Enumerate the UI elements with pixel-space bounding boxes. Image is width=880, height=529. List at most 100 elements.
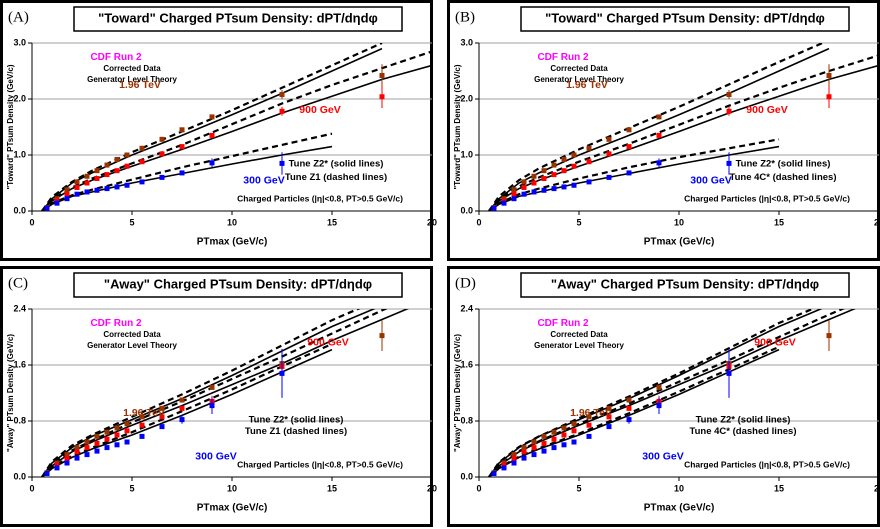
annotation: Generator Level Theory (87, 341, 177, 350)
data-point (561, 184, 567, 190)
data-point (606, 174, 612, 180)
data-point (159, 174, 165, 180)
annotation: Charged Particles (|η|<0.8, PT>0.5 GeV/c… (684, 193, 850, 203)
data-point (139, 179, 145, 185)
data-point (626, 170, 632, 176)
theory-curve (488, 348, 780, 477)
data-point (114, 432, 120, 438)
data-point (626, 397, 632, 403)
data-point (124, 421, 130, 427)
y-tick-label: 0.0 (460, 205, 473, 215)
data-point (94, 440, 100, 446)
data-point (179, 144, 185, 150)
data-point (114, 156, 120, 162)
panel-label: (C) (8, 275, 28, 291)
data-point (571, 428, 577, 434)
theory-curve (41, 64, 432, 211)
annotation: Tune 4C* (dashed lines) (730, 172, 837, 183)
title-box (73, 6, 403, 32)
y-tick-label: 2.4 (13, 303, 26, 313)
y-tick-label: 2.0 (460, 93, 473, 103)
theory-curve (488, 64, 879, 211)
series-label: 900 GeV (307, 336, 348, 348)
data-point (501, 462, 507, 468)
data-point (511, 191, 517, 197)
title-box (520, 272, 850, 298)
chart-title: "Away" Charged PTsum Density: dPT/dηdφ (551, 276, 819, 291)
data-point (179, 397, 185, 403)
annotation: Generator Level Theory (87, 75, 177, 84)
data-point (606, 136, 612, 142)
data-point (159, 405, 165, 411)
data-point (139, 159, 145, 165)
data-point (561, 442, 567, 448)
theory-curve (488, 345, 780, 477)
data-point (84, 189, 90, 195)
data-point (626, 127, 632, 133)
data-point (656, 384, 662, 390)
data-point (606, 424, 612, 430)
x-tick-label: 10 (674, 217, 684, 227)
y-tick-label: 0.8 (13, 415, 26, 425)
series-label: 900 GeV (299, 104, 340, 116)
y-tick-label: 0.0 (460, 471, 473, 481)
data-point (104, 162, 110, 168)
data-point (114, 425, 120, 431)
data-point (551, 186, 557, 192)
x-tick-label: 10 (674, 483, 684, 493)
x-axis-label: PTmax (GeV/c) (197, 237, 268, 248)
data-point (104, 445, 110, 451)
data-point (124, 439, 130, 445)
series-label: 1.96 TeV (570, 407, 612, 419)
data-point (64, 455, 70, 461)
data-point (139, 422, 145, 428)
data-point (571, 439, 577, 445)
series-label: 900 GeV (754, 336, 795, 348)
panel-border (0, 0, 433, 261)
data-point (521, 191, 527, 197)
data-point (501, 200, 507, 206)
data-point (511, 460, 517, 466)
x-tick-label: 20 (427, 217, 437, 227)
data-point (586, 145, 592, 151)
chart-title: "Toward" Charged PTsum Density: dPT/dηdφ (545, 10, 825, 25)
y-tick-label: 1.6 (13, 359, 26, 369)
data-point (541, 440, 547, 446)
data-point (551, 429, 557, 435)
data-point (74, 449, 80, 455)
theory-curve (488, 43, 826, 211)
data-point (531, 452, 537, 458)
data-point (501, 465, 507, 471)
data-point (586, 422, 592, 428)
x-tick-label: 0 (29, 483, 34, 493)
theory-curve (41, 47, 383, 211)
chart-title: "Away" Charged PTsum Density: dPT/dηdφ (104, 276, 372, 291)
y-tick-label: 1.6 (460, 359, 473, 369)
y-axis-label: "Away" PTsum Density (GeV/c) (6, 334, 15, 452)
data-point (571, 421, 577, 427)
data-point (94, 176, 100, 182)
theory-curve (488, 138, 780, 211)
theory-curve (488, 47, 830, 211)
data-point (586, 433, 592, 439)
x-axis-label: PTmax (GeV/c) (644, 237, 715, 248)
annotation: CDF Run 2 (537, 52, 589, 63)
theory-group (41, 309, 410, 477)
data-point (209, 114, 215, 120)
data-point (626, 405, 632, 411)
data-point (54, 465, 60, 471)
data-point (124, 182, 130, 188)
x-tick-label: 15 (327, 217, 337, 227)
annotation: Generator Level Theory (534, 75, 624, 84)
data-point (551, 436, 557, 442)
x-tick-label: 15 (327, 483, 337, 493)
data-point (104, 436, 110, 442)
data-point (521, 179, 527, 185)
data-point (84, 445, 90, 451)
data-point (74, 179, 80, 185)
theory-curve (41, 43, 383, 211)
series-label: 300 GeV (195, 451, 236, 463)
panel-border (0, 266, 433, 527)
x-axis-label: PTmax (GeV/c) (197, 503, 268, 514)
data-point (74, 445, 80, 451)
